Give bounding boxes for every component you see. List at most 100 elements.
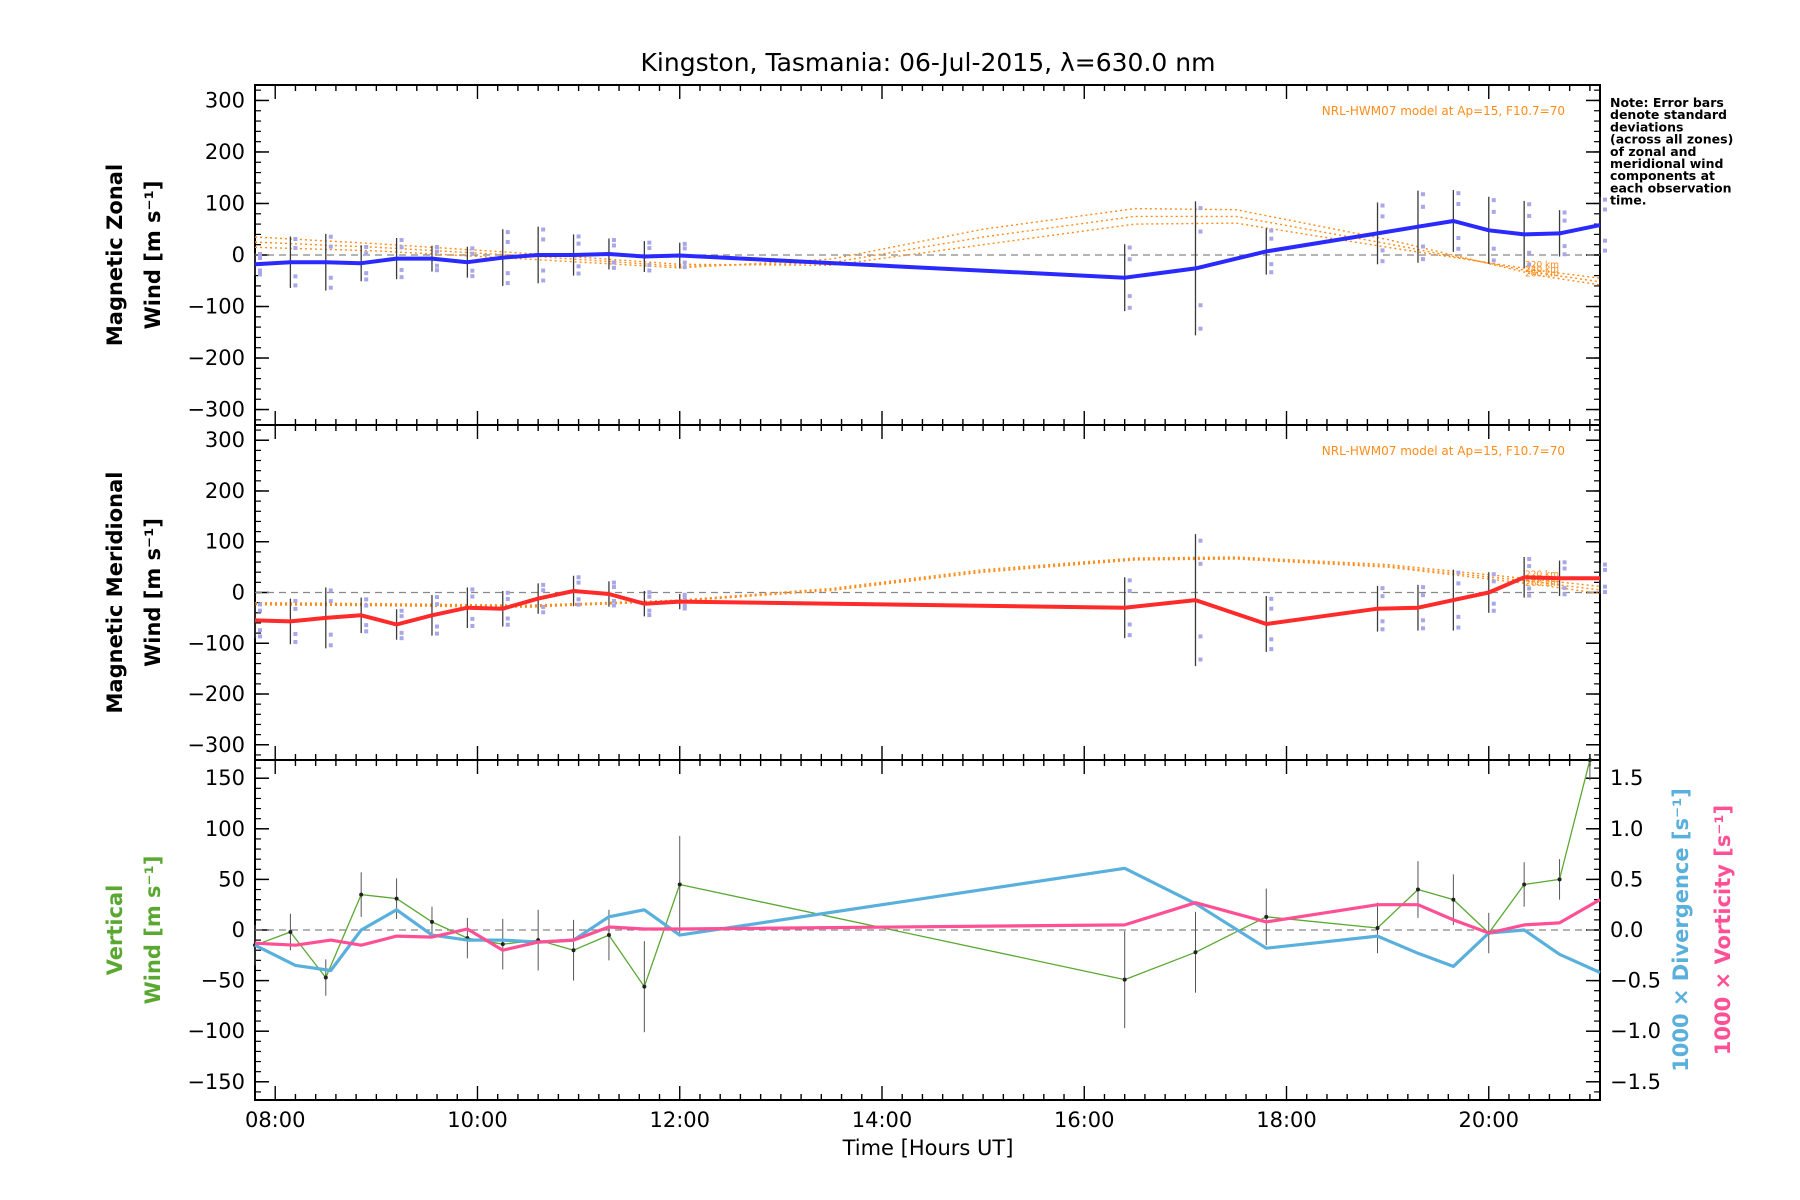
zone-sample: [1420, 204, 1425, 209]
zone-sample: [1127, 633, 1132, 638]
wind-series-line: [254, 575, 1600, 627]
note-line: Note: Error bars: [1610, 95, 1724, 110]
zone-sample: [576, 602, 581, 607]
zone-sample: [505, 596, 510, 601]
y-tick-label: −300: [187, 733, 245, 757]
zone-sample: [328, 234, 333, 239]
y-tick-label: 50: [218, 867, 245, 891]
zone-sample: [541, 268, 546, 273]
zone-sample: [258, 634, 262, 639]
zone-sample: [1269, 236, 1274, 241]
y2-tick-label: −1.5: [1610, 1070, 1661, 1094]
vertical-wind-point: [1557, 877, 1562, 882]
zone-sample: [541, 604, 546, 609]
zone-sample: [1603, 584, 1607, 589]
zone-sample: [328, 285, 333, 290]
x-tick-label: 12:00: [649, 1108, 710, 1132]
zone-sample: [258, 256, 262, 261]
zone-sample: [1198, 538, 1203, 543]
zone-sample: [1603, 589, 1607, 594]
zone-sample: [328, 632, 333, 637]
vertical-wind-point: [1451, 897, 1456, 902]
y2-tick-label: −1.0: [1610, 1019, 1661, 1043]
y-axis-label: Magnetic Zonal: [103, 164, 127, 346]
zone-sample: [682, 260, 687, 265]
model-curve: [254, 215, 1601, 283]
zone-sample: [1491, 246, 1496, 251]
model-curve: [254, 558, 1601, 608]
vertical-wind-point: [323, 975, 328, 980]
y-tick-label: 100: [205, 530, 245, 554]
zone-sample: [1603, 238, 1607, 243]
zone-sample: [1380, 203, 1385, 208]
zone-sample: [1456, 246, 1461, 251]
zone-sample: [611, 580, 616, 585]
zone-sample: [399, 267, 404, 272]
zone-sample: [1198, 634, 1203, 639]
y-tick-label: −50: [201, 969, 245, 993]
zone-sample: [399, 238, 404, 243]
zone-sample: [541, 237, 546, 242]
zone-sample: [470, 624, 475, 628]
zone-sample: [328, 275, 333, 280]
y2-tick-label: 0.0: [1610, 918, 1643, 942]
vertical-wind-point: [1193, 950, 1198, 955]
zone-sample: [399, 614, 404, 619]
zone-sample: [505, 271, 510, 276]
zone-sample: [541, 278, 546, 283]
vertical-wind-point: [1122, 977, 1127, 982]
note-line: meridional wind: [1610, 156, 1723, 171]
zone-sample: [1456, 625, 1461, 630]
zone-sample: [611, 265, 616, 270]
zone-sample: [258, 272, 262, 277]
altitude-label: 220 km: [1525, 570, 1559, 580]
x-tick-label: 08:00: [245, 1108, 306, 1132]
zone-sample: [1456, 581, 1461, 586]
zone-sample: [647, 263, 652, 268]
zone-sample: [1380, 248, 1385, 253]
zone-sample: [1198, 229, 1203, 234]
zone-sample: [1127, 245, 1132, 250]
zone-sample: [328, 244, 333, 249]
vorticity-line: [254, 898, 1601, 952]
zone-sample: [1527, 593, 1532, 598]
zone-sample: [1562, 566, 1567, 571]
zone-sample: [576, 241, 581, 246]
y-tick-label: −200: [187, 346, 245, 370]
zone-sample: [647, 590, 652, 595]
zone-sample: [434, 624, 439, 629]
zone-sample: [1491, 198, 1496, 203]
zone-sample: [434, 249, 439, 254]
zone-sample: [1491, 608, 1496, 613]
zone-sample: [258, 252, 262, 257]
zone-sample: [541, 610, 546, 615]
zone-sample: [1456, 570, 1461, 575]
zone-sample: [576, 597, 581, 602]
x-tick-label: 20:00: [1458, 1108, 1519, 1132]
zone-sample: [293, 274, 298, 279]
zone-sample: [1527, 564, 1532, 569]
zone-sample: [1127, 305, 1132, 310]
zone-sample: [505, 590, 510, 595]
zone-sample: [576, 264, 581, 269]
model-curve: [254, 557, 1601, 607]
zone-sample: [505, 230, 510, 235]
zone-sample: [1562, 210, 1567, 215]
zone-sample: [1491, 209, 1496, 214]
zone-sample: [364, 277, 369, 282]
vertical-wind-point: [606, 933, 611, 938]
y-tick-label: 0: [232, 581, 245, 605]
zone-sample: [1198, 657, 1203, 662]
zone-sample: [293, 598, 298, 603]
vertical-wind-point: [1375, 925, 1380, 930]
y-tick-label: 0: [232, 918, 245, 942]
y-tick-label: 150: [205, 766, 245, 790]
zone-sample: [682, 592, 687, 597]
vertical-wind-point: [677, 882, 682, 887]
y-axis-label: Magnetic Meridional: [103, 472, 127, 714]
note-line: deviations: [1610, 119, 1683, 134]
zone-sample: [1603, 567, 1607, 572]
zone-sample: [1127, 257, 1132, 262]
zone-sample: [399, 630, 404, 635]
zone-sample: [293, 246, 298, 251]
